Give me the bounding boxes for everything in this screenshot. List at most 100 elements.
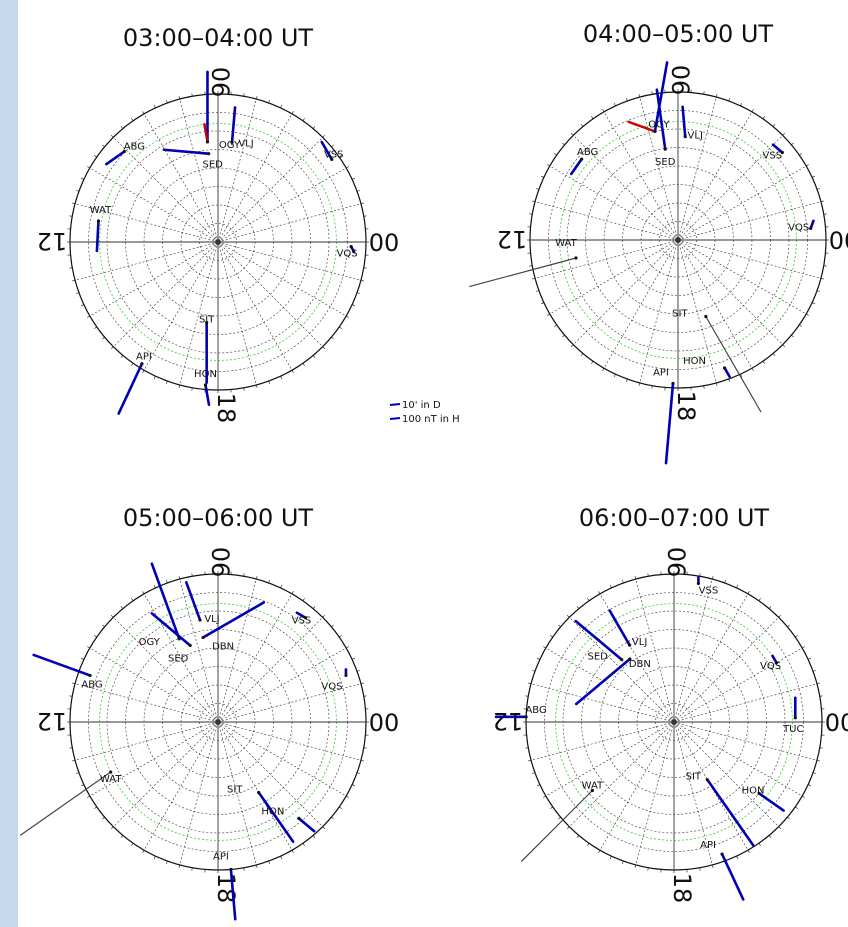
tick xyxy=(81,177,84,180)
tick xyxy=(762,361,765,364)
radial-gridline xyxy=(89,167,219,243)
tick xyxy=(820,200,824,202)
radial-gridline xyxy=(530,683,675,723)
station-dot-abg xyxy=(580,157,584,161)
station-dot-sit xyxy=(257,790,261,795)
radial-gridline xyxy=(217,241,257,386)
radial-gridline xyxy=(677,239,783,345)
tick xyxy=(802,795,805,798)
hour-label-bottom: 18 xyxy=(212,393,240,424)
h-vector-hon xyxy=(723,366,731,378)
radial-gridline xyxy=(217,721,362,761)
radial-gridline xyxy=(179,98,219,243)
tick xyxy=(339,806,342,809)
radial-gridline xyxy=(179,721,219,866)
tick xyxy=(360,682,364,684)
tick xyxy=(360,202,364,204)
h-vector-api xyxy=(229,868,237,921)
tick xyxy=(716,382,718,386)
radial-gridline xyxy=(549,165,679,241)
tick xyxy=(69,267,73,269)
h-vector-vlj xyxy=(230,106,237,144)
tick xyxy=(322,826,325,829)
h-vector-sit xyxy=(705,315,762,413)
tick xyxy=(120,835,124,838)
station-label-sed: SED xyxy=(587,652,608,663)
tick xyxy=(346,646,349,649)
tick xyxy=(747,850,750,853)
tick xyxy=(819,747,823,749)
tick xyxy=(72,280,76,282)
tick xyxy=(638,94,640,98)
station-dot-dbn xyxy=(201,635,205,640)
h-vector-wat xyxy=(469,257,577,288)
tick xyxy=(782,133,785,136)
h-vector-dbn xyxy=(574,657,632,706)
tick xyxy=(302,363,305,366)
tick xyxy=(647,573,649,577)
h-vector-api xyxy=(720,852,745,901)
tick xyxy=(111,346,114,349)
tick xyxy=(120,355,124,358)
legend-d-label: 10' in D xyxy=(402,400,441,411)
station-dot-vqs xyxy=(349,245,353,249)
tick xyxy=(131,363,134,366)
tick xyxy=(280,376,283,379)
tick xyxy=(102,816,105,820)
tick xyxy=(541,302,544,305)
tick xyxy=(634,576,636,580)
tick xyxy=(356,670,360,672)
radial-gridline xyxy=(89,647,219,723)
tick xyxy=(758,843,761,846)
tick xyxy=(312,606,316,609)
hour-label-left: 12 xyxy=(37,227,68,255)
station-label-vqs: VQS xyxy=(760,661,781,672)
tick xyxy=(331,624,334,628)
radial-gridline xyxy=(143,241,219,371)
h-vector-abg xyxy=(32,653,92,677)
station-label-sit: SIT xyxy=(227,784,243,795)
tick xyxy=(81,657,84,660)
tick xyxy=(799,324,802,327)
tick xyxy=(550,635,553,638)
radial-gridline xyxy=(217,721,293,851)
radial-gridline xyxy=(113,721,219,827)
tick xyxy=(76,772,80,774)
tick xyxy=(131,598,134,601)
radial-gridline xyxy=(217,578,257,723)
station-dot-vqs xyxy=(344,673,348,678)
station-dot-api xyxy=(229,867,233,872)
tick xyxy=(736,856,739,859)
station-label-vss: VSS xyxy=(292,616,312,627)
radial-gridline xyxy=(217,593,293,723)
hour-label-bottom: 18 xyxy=(672,391,700,422)
tick xyxy=(532,278,536,280)
tick xyxy=(111,826,114,829)
radial-gridline xyxy=(673,593,749,723)
radial-gridline xyxy=(603,239,679,369)
station-label-ogy: OGY xyxy=(219,140,241,151)
radial-gridline xyxy=(179,241,219,386)
tick xyxy=(751,109,754,112)
tick xyxy=(153,856,156,859)
tick xyxy=(791,334,794,338)
polar-plot-2: 04:00–05:00 UT 06 12 00 18 OGY SED VLJ ABG VSS VQS… xyxy=(469,20,848,465)
tick xyxy=(806,313,809,316)
tick xyxy=(291,591,294,594)
h-vector-abg xyxy=(104,150,126,166)
tick xyxy=(346,315,349,318)
station-dot-sed xyxy=(207,152,211,156)
tick xyxy=(268,580,270,584)
tick xyxy=(356,292,360,294)
tick xyxy=(363,267,367,269)
station-label-api: API xyxy=(653,367,669,378)
station-dot-vqs xyxy=(809,226,813,230)
tick xyxy=(598,591,601,594)
tick xyxy=(525,695,529,697)
tick xyxy=(768,606,772,609)
tick xyxy=(812,302,815,305)
station-label-hon: HON xyxy=(742,785,765,796)
h-vector-hon xyxy=(757,792,785,812)
h-vector-ogy xyxy=(653,61,669,133)
tick xyxy=(268,100,270,104)
